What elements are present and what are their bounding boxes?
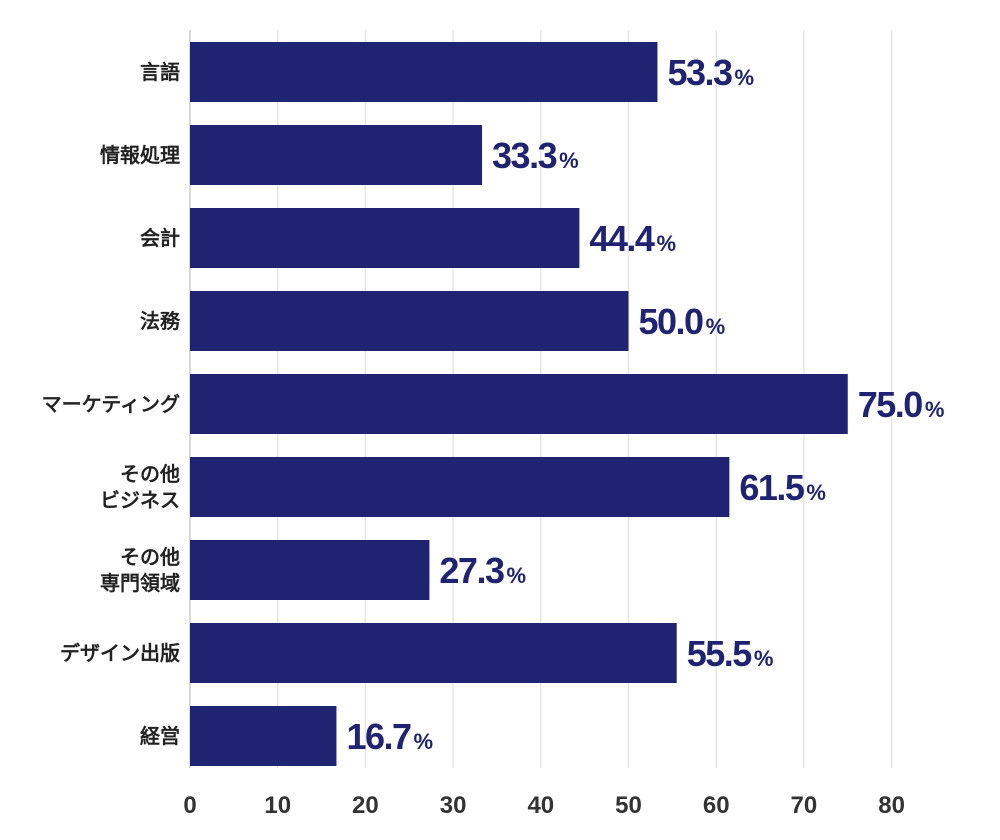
x-tick-label: 50 (615, 792, 642, 819)
value-unit: % (706, 314, 726, 339)
x-tick-label: 0 (183, 792, 196, 819)
category-label: 法務 (140, 309, 181, 333)
bars (190, 42, 848, 766)
bar (190, 457, 730, 517)
value-unit: % (754, 646, 774, 671)
value-number: 33.3 (492, 135, 557, 176)
value-label: 16.7% (346, 716, 433, 757)
value-number: 27.3 (439, 550, 504, 591)
bar (190, 540, 430, 600)
x-tick-label: 60 (703, 792, 730, 819)
x-tick-label: 30 (440, 792, 467, 819)
value-number: 44.4 (589, 218, 655, 259)
value-number: 16.7 (346, 716, 411, 757)
bar (190, 623, 677, 683)
bar (190, 374, 848, 434)
x-tick-label: 20 (352, 792, 379, 819)
value-unit: % (414, 729, 434, 754)
value-number: 53.3 (667, 52, 732, 93)
value-labels: 53.3 %33.3 %44.4 %50.0 %75.0 %61.5 %27.3 %55.5%… (346, 52, 944, 757)
category-label: 会計 (140, 226, 180, 250)
category-label: デザイン出版 (60, 641, 180, 665)
bar (190, 291, 629, 351)
category-label: その他 (120, 545, 180, 569)
x-tick-label: 80 (878, 792, 905, 819)
bar (190, 208, 580, 268)
value-label: 27.3% (439, 550, 526, 591)
x-tick-labels: 0 10 20 30 40 50 60 70 80 (183, 792, 905, 819)
value-unit: % (735, 65, 755, 90)
x-tick-label: 40 (527, 792, 554, 819)
category-label: 経営 (140, 724, 180, 748)
x-tick-label: 70 (791, 792, 818, 819)
category-label: その他 (120, 462, 180, 486)
value-unit: % (559, 148, 579, 173)
value-label: 75.0% (858, 384, 945, 425)
value-number: 55.5 (687, 633, 753, 674)
value-label: 55.5% (687, 633, 774, 674)
value-label: 61.5% (739, 467, 826, 508)
bar (190, 42, 658, 102)
category-label: 専門領域 (100, 571, 180, 595)
value-number: 50.0 (639, 301, 704, 342)
value-label: 33.3% (492, 135, 579, 176)
value-unit: % (925, 397, 945, 422)
value-unit: % (806, 480, 826, 505)
value-number: 75.0 (858, 384, 923, 425)
category-label: マーケティング (42, 392, 180, 416)
value-unit: % (506, 563, 526, 588)
value-number: 61.5 (739, 467, 805, 508)
category-label: 言語 (140, 60, 180, 84)
value-label: 53.3% (667, 52, 754, 93)
value-label: 44.4% (589, 218, 676, 259)
category-label: 情報処理 (100, 143, 180, 167)
bar (190, 125, 483, 185)
category-label: ビジネス (100, 488, 180, 512)
value-label: 50.0% (639, 301, 726, 342)
x-tick-label: 10 (264, 792, 291, 819)
bar (190, 706, 337, 766)
value-unit: % (656, 231, 676, 256)
